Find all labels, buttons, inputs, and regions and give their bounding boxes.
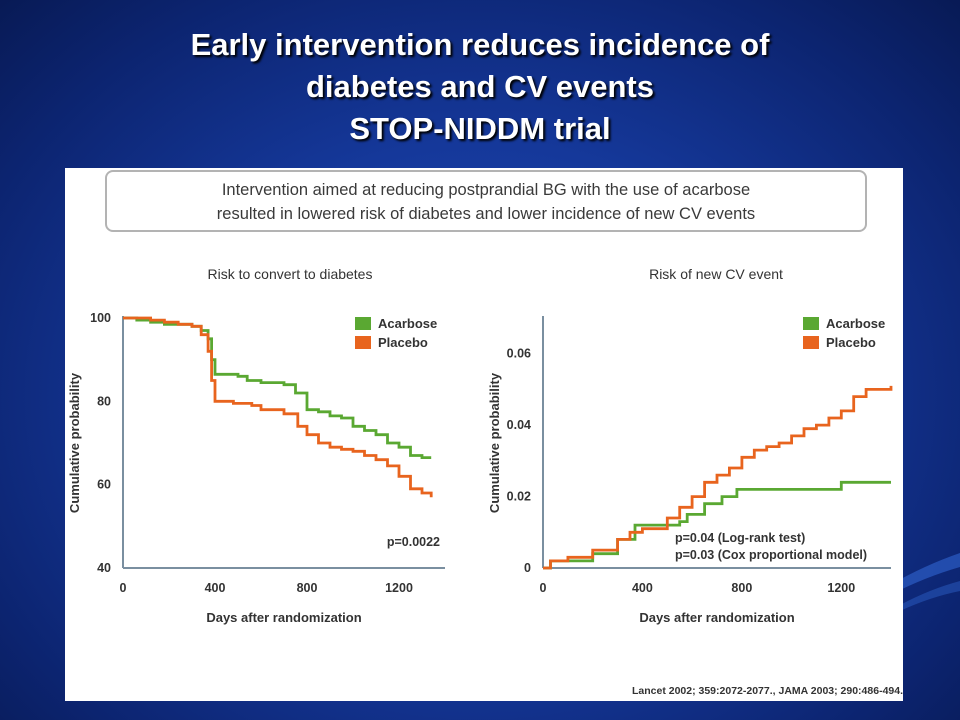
x-tick-label: 400 <box>632 581 653 595</box>
y-axis-label: Cumulative probability <box>67 372 82 513</box>
callout-line-2: resulted in lowered risk of diabetes and… <box>216 205 756 223</box>
charts-canvas: Risk to convert to diabetes 40 60 80 100 0 400… <box>67 266 893 625</box>
legend-label-acarbose: Acarbose <box>826 316 885 331</box>
chart-title: Risk to convert to diabetes <box>208 266 373 282</box>
content-panel: Intervention aimed at reducing postprand… <box>65 168 903 701</box>
x-tick-label: 400 <box>205 581 226 595</box>
callout-line-1: Intervention aimed at reducing postprand… <box>221 181 751 199</box>
p-value-annotation: p=0.0022 <box>387 535 440 549</box>
y-tick-label: 80 <box>97 394 111 408</box>
x-axis-label: Days after randomization <box>639 610 794 625</box>
p-value-annotation: p=0.03 (Cox proportional model) <box>675 548 867 562</box>
legend-label-placebo: Placebo <box>826 335 876 350</box>
title-line-3: STOP-NIDDM trial <box>349 111 611 146</box>
citation: Lancet 2002; 359:2072-2077., JAMA 2003; … <box>631 685 903 697</box>
y-tick-label: 0.02 <box>507 490 531 504</box>
y-tick-label: 100 <box>90 311 111 325</box>
summary-callout: Intervention aimed at reducing postprand… <box>105 170 867 232</box>
y-tick-label: 60 <box>97 478 111 492</box>
x-axis-label: Days after randomization <box>206 610 361 625</box>
title-line-1: Early intervention reduces incidence of <box>190 27 770 62</box>
y-axis-label: Cumulative probability <box>487 372 502 513</box>
p-value-annotation: p=0.04 (Log-rank test) <box>675 531 805 545</box>
legend-label-acarbose: Acarbose <box>378 316 437 331</box>
slide-title: Early intervention reduces incidence of … <box>0 24 960 150</box>
y-tick-label: 0 <box>524 561 531 575</box>
chart-title: Risk of new CV event <box>649 266 783 282</box>
decorative-swoosh <box>890 553 960 611</box>
x-tick-label: 800 <box>297 581 318 595</box>
x-tick-label: 1200 <box>827 581 855 595</box>
y-tick-label: 0.04 <box>507 418 531 432</box>
y-tick-label: 0.06 <box>507 347 531 361</box>
series-line-placebo <box>123 316 433 498</box>
x-tick-label: 0 <box>540 581 547 595</box>
legend-swatch-acarbose <box>355 317 371 330</box>
legend-label-placebo: Placebo <box>378 335 428 350</box>
title-line-2: diabetes and CV events <box>305 69 654 104</box>
legend-swatch-placebo <box>803 336 819 349</box>
series-line-placebo <box>543 385 893 570</box>
x-tick-label: 800 <box>731 581 752 595</box>
y-tick-label: 40 <box>97 561 111 575</box>
x-tick-label: 1200 <box>385 581 413 595</box>
x-tick-label: 0 <box>120 581 127 595</box>
legend-swatch-placebo <box>355 336 371 349</box>
legend-swatch-acarbose <box>803 317 819 330</box>
